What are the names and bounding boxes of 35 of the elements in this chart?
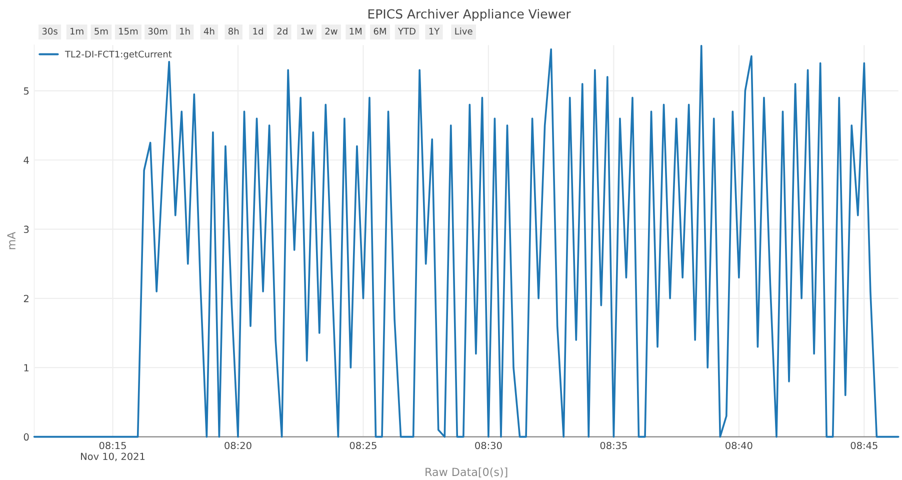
x-tick-label: 08:45 [850,442,878,450]
x-tick-label: 08:25 [350,442,376,450]
text: 1d [253,28,263,35]
text: 1Y [429,28,440,34]
text: 4h [204,28,214,34]
text: YTD [398,28,416,34]
x-tick-label: 08:30 [475,442,502,450]
text: 1m [70,28,84,34]
text: 15m [119,28,138,35]
y-tick-label: 2 [24,294,28,302]
x-axis-title: Raw Data[0(s)] [426,468,508,478]
y-tick-label: 4 [24,156,29,164]
text: 8h [228,28,239,35]
text: 6M [374,28,386,35]
x-tick-label: 08:35 [600,442,627,450]
line-series [33,44,900,438]
y-tick-label: 1 [24,364,29,372]
x-tick-label: 08:20 [224,442,252,450]
text: 30m [148,28,168,35]
y-tick-label: 3 [24,226,29,234]
text: 30s [42,28,58,35]
text: 5m [94,28,108,35]
x-tick-label: 08:40 [726,442,752,450]
y-tick-label: 5 [24,87,29,95]
x-tick-label: 08:15 Nov 10, 2021 [81,442,145,462]
chart-title: EPICS Archiver Appliance Viewer [368,8,571,22]
text: 2d [277,28,288,35]
text: Live [455,28,472,35]
y-axis-title: mA [7,232,16,250]
legend-label: TL2-DI-FCT1:getCurrent [64,50,172,60]
text: 2w [325,28,338,34]
text: 1h [180,28,190,34]
y-tick-label: 0 [24,433,29,441]
text: 1w [301,28,313,34]
text: 1M [350,28,362,34]
